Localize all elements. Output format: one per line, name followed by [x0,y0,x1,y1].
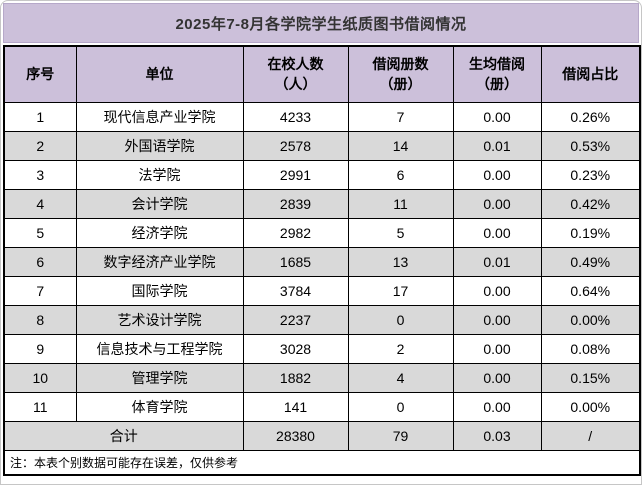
cell-per-student: 0.00 [452,276,542,306]
cell-per-student: 0.00 [452,160,542,190]
cell-unit: 现代信息产业学院 [75,102,244,132]
cell-ratio: 0.08% [540,334,641,364]
cell-students: 1685 [242,247,349,277]
cell-no: 2 [3,131,77,161]
header-borrowed: 借阅册数 （册） [347,45,454,103]
cell-no: 10 [3,363,77,393]
cell-no: 11 [3,392,77,422]
footnote: 注：本表个别数据可能存在误差，仅供参考 [3,450,641,476]
table-row: 2 外国语学院 2578 14 0.01 0.53% [3,131,641,161]
cell-ratio: 0.23% [540,160,641,190]
note-row: 注：本表个别数据可能存在误差，仅供参考 [3,450,641,476]
total-row: 合计 28380 79 0.03 / [3,421,641,451]
cell-per-student: 0.00 [452,334,542,364]
cell-borrowed: 14 [347,131,454,161]
cell-per-student: 0.01 [452,131,542,161]
cell-ratio: 0.00% [540,392,641,422]
total-per-student: 0.03 [452,421,542,451]
header-ratio: 借阅占比 [540,45,641,103]
cell-unit: 经济学院 [75,218,244,248]
cell-ratio: 0.49% [540,247,641,277]
cell-no: 1 [3,102,77,132]
cell-unit: 管理学院 [75,363,244,393]
table-row: 8 艺术设计学院 2237 0 0.00 0.00% [3,305,641,335]
table-row: 5 经济学院 2982 5 0.00 0.19% [3,218,641,248]
cell-per-student: 0.00 [452,102,542,132]
borrowing-table: 序号 单位 在校人数 （人） 借阅册数 （册） 生均借阅 （册） 借阅占比 1 … [3,45,641,476]
cell-students: 2237 [242,305,349,335]
cell-no: 3 [3,160,77,190]
cell-students: 3784 [242,276,349,306]
cell-no: 4 [3,189,77,219]
cell-borrowed: 6 [347,160,454,190]
cell-unit: 体育学院 [75,392,244,422]
cell-borrowed: 13 [347,247,454,277]
cell-students: 4233 [242,102,349,132]
cell-per-student: 0.00 [452,392,542,422]
cell-no: 9 [3,334,77,364]
cell-per-student: 0.00 [452,189,542,219]
table-row: 3 法学院 2991 6 0.00 0.23% [3,160,641,190]
cell-unit: 外国语学院 [75,131,244,161]
table-row: 7 国际学院 3784 17 0.00 0.64% [3,276,641,306]
cell-per-student: 0.00 [452,218,542,248]
cell-per-student: 0.01 [452,247,542,277]
cell-borrowed: 0 [347,392,454,422]
header-students: 在校人数 （人） [242,45,349,103]
total-students: 28380 [242,421,349,451]
table-row: 11 体育学院 141 0 0.00 0.00% [3,392,641,422]
cell-ratio: 0.64% [540,276,641,306]
cell-ratio: 0.19% [540,218,641,248]
cell-ratio: 0.42% [540,189,641,219]
cell-no: 5 [3,218,77,248]
table-row: 1 现代信息产业学院 4233 7 0.00 0.26% [3,102,641,132]
cell-borrowed: 5 [347,218,454,248]
cell-borrowed: 0 [347,305,454,335]
cell-unit: 艺术设计学院 [75,305,244,335]
table-row: 10 管理学院 1882 4 0.00 0.15% [3,363,641,393]
total-borrowed: 79 [347,421,454,451]
cell-no: 6 [3,247,77,277]
cell-students: 2839 [242,189,349,219]
table-row: 9 信息技术与工程学院 3028 2 0.00 0.08% [3,334,641,364]
total-label: 合计 [3,421,244,451]
cell-ratio: 0.15% [540,363,641,393]
cell-borrowed: 17 [347,276,454,306]
header-no: 序号 [3,45,77,103]
header-row: 序号 单位 在校人数 （人） 借阅册数 （册） 生均借阅 （册） 借阅占比 [3,45,641,103]
table-row: 6 数字经济产业学院 1685 13 0.01 0.49% [3,247,641,277]
cell-borrowed: 11 [347,189,454,219]
cell-unit: 信息技术与工程学院 [75,334,244,364]
cell-students: 1882 [242,363,349,393]
cell-students: 2578 [242,131,349,161]
cell-borrowed: 2 [347,334,454,364]
cell-unit: 数字经济产业学院 [75,247,244,277]
cell-ratio: 0.00% [540,305,641,335]
cell-ratio: 0.26% [540,102,641,132]
cell-students: 2991 [242,160,349,190]
page-title: 2025年7-8月各学院学生纸质图书借阅情况 [3,3,639,43]
cell-per-student: 0.00 [452,363,542,393]
cell-students: 3028 [242,334,349,364]
cell-borrowed: 4 [347,363,454,393]
cell-borrowed: 7 [347,102,454,132]
cell-no: 7 [3,276,77,306]
cell-unit: 法学院 [75,160,244,190]
cell-per-student: 0.00 [452,305,542,335]
cell-unit: 会计学院 [75,189,244,219]
table-row: 4 会计学院 2839 11 0.00 0.42% [3,189,641,219]
header-unit: 单位 [75,45,244,103]
cell-ratio: 0.53% [540,131,641,161]
cell-students: 2982 [242,218,349,248]
cell-unit: 国际学院 [75,276,244,306]
total-ratio: / [540,421,641,451]
cell-no: 8 [3,305,77,335]
cell-students: 141 [242,392,349,422]
header-per-student: 生均借阅 （册） [452,45,542,103]
